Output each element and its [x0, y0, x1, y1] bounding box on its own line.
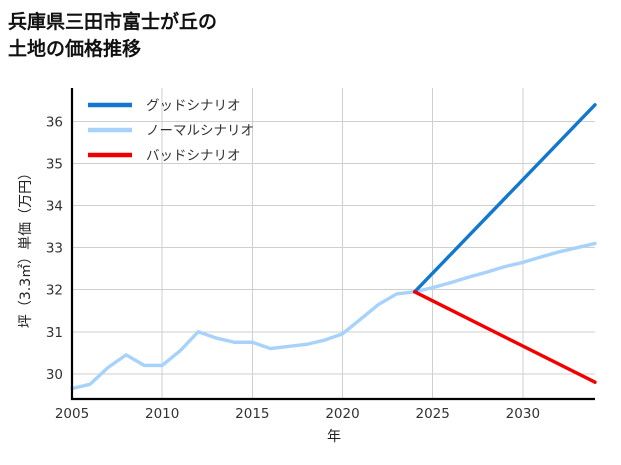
legend-label: グッドシナリオ [146, 98, 241, 114]
x-tick-label: 2005 [55, 406, 89, 422]
x-tick-label: 2020 [325, 406, 359, 422]
series-group [70, 103, 597, 391]
y-tick-label: 30 [46, 367, 63, 383]
x-tick-label: 2025 [416, 406, 450, 422]
page-title-line1: 兵庫県三田市富士が丘の [8, 10, 217, 33]
series-line [70, 241, 597, 391]
x-tick-label: 2015 [235, 406, 269, 422]
x-tick-label: 2010 [145, 406, 179, 422]
y-tick-label: 31 [46, 325, 63, 341]
y-tick-label: 35 [46, 157, 63, 173]
axis-frame [70, 88, 595, 401]
x-axis-title: 年 [327, 429, 341, 445]
legend-label: ノーマルシナリオ [146, 123, 254, 139]
legend-label: バッドシナリオ [146, 148, 241, 164]
x-tick-label: 2030 [506, 406, 540, 422]
y-tick-label: 32 [46, 283, 63, 299]
series-line [412, 290, 597, 384]
y-axis-tick-labels: 30 31 32 33 34 35 36 [46, 115, 63, 383]
x-axis-tick-labels: 2005 2010 2015 2020 2025 2030 [55, 406, 540, 422]
y-axis-title: 坪（3.3㎡）単価（万円） [18, 166, 34, 328]
series-line [412, 103, 597, 294]
y-tick-label: 33 [46, 241, 63, 257]
page-title-line2: 土地の価格推移 [8, 37, 141, 60]
y-tick-label: 34 [46, 199, 63, 215]
y-tick-label: 36 [46, 115, 63, 131]
